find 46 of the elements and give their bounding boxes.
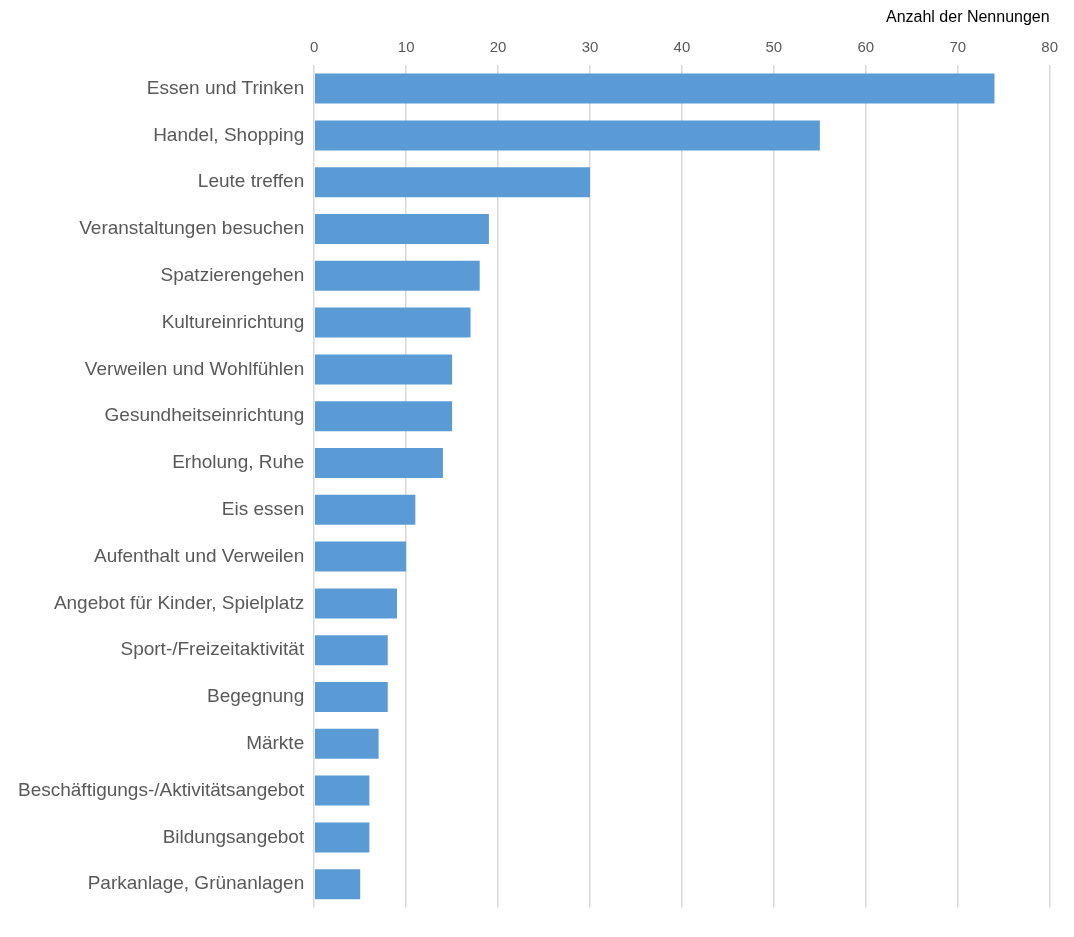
y-tick-label: Essen und Trinken (146, 76, 305, 98)
bar (314, 167, 591, 198)
x-tick-label: 80 (1041, 38, 1058, 56)
y-tick-label: Beschäftigungs-/Aktivitätsangebot (17, 778, 305, 800)
bar (314, 354, 453, 385)
x-tick-label: 50 (765, 38, 783, 56)
bar (314, 120, 820, 151)
bar (314, 214, 489, 244)
bar (314, 822, 370, 853)
y-tick-label: Aufenthalt und Verweilen (94, 544, 305, 566)
bar (314, 494, 416, 525)
y-tick-label: Spatzierengehen (160, 264, 305, 286)
y-tick-label: Bildungsangebot (162, 825, 305, 847)
x-tick-label: 20 (489, 38, 507, 56)
bar (314, 260, 480, 291)
x-tick-label: 70 (949, 38, 967, 56)
y-tick-label: Märkte (246, 732, 305, 754)
bar (314, 869, 361, 900)
y-tick-label: Verweilen und Wohlfühlen (84, 357, 305, 379)
y-tick-label: Gesundheitseinrichtung (104, 404, 305, 426)
y-tick-label: Handel, Shopping (153, 123, 305, 145)
bar (314, 541, 407, 572)
bar (314, 588, 397, 619)
bar (314, 775, 370, 806)
y-tick-label: Erholung, Ruhe (172, 451, 305, 473)
y-tick-label: Begegnung (207, 685, 305, 707)
bar (314, 307, 471, 338)
x-tick-label: 60 (857, 38, 875, 56)
bar (314, 728, 379, 759)
x-tick-label: 0 (310, 38, 319, 56)
y-tick-label: Veranstaltungen besuchen (79, 217, 305, 239)
bar (314, 448, 443, 478)
y-tick-label: Kultureinrichtung (161, 310, 305, 332)
bar (314, 635, 388, 666)
bar (314, 682, 388, 712)
x-axis-title: Anzahl der Nennungen (885, 8, 1050, 26)
y-tick-label: Sport-/Freizeitaktivität (120, 638, 305, 660)
x-tick-label: 30 (581, 38, 599, 56)
y-tick-label: Parkanlage, Grünanlagen (87, 872, 305, 894)
y-tick-label: Angebot für Kinder, Spielplatz (53, 591, 305, 613)
y-tick-label: Leute treffen (197, 170, 305, 192)
bar (314, 401, 453, 432)
bar (314, 73, 995, 104)
x-tick-label: 40 (673, 38, 691, 56)
y-tick-label: Eis essen (221, 498, 305, 520)
x-tick-label: 10 (397, 38, 415, 56)
